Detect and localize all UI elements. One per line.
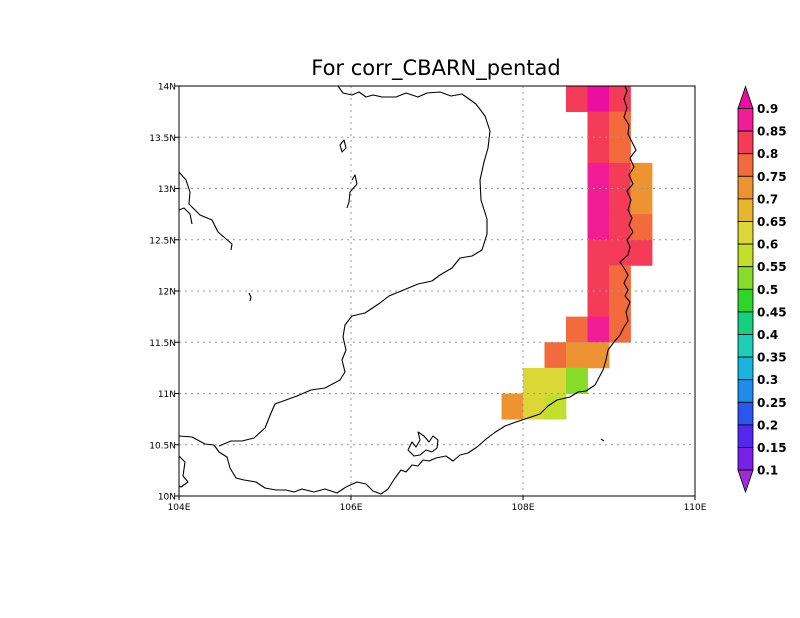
- heatmap-cell: [630, 188, 653, 215]
- heatmap-cell: [544, 393, 567, 420]
- colorbar-bin: [737, 311, 754, 335]
- heatmap-cell: [609, 239, 631, 266]
- heatmap-cell: [566, 367, 588, 394]
- colorbar-bin: [737, 221, 754, 245]
- colorbar-label: 0.9: [757, 102, 778, 116]
- small-island: [248, 292, 252, 302]
- x-tick-label: 108E: [512, 503, 535, 513]
- heatmap-cell: [566, 86, 588, 113]
- heatmap-cell: [587, 111, 610, 138]
- y-tick-label: 10.5N: [149, 441, 176, 451]
- colorbar-label: 0.2: [757, 418, 778, 432]
- colorbar-label: 0.55: [757, 260, 787, 274]
- heatmap-cell: [609, 188, 631, 215]
- heatmap-cell: [630, 162, 653, 189]
- colorbar-label: 0.6: [757, 238, 778, 252]
- y-tick-label: 12.5N: [149, 236, 176, 246]
- heatmap-cell: [587, 239, 610, 266]
- coastline: [179, 86, 637, 495]
- colorbar-bin: [737, 424, 754, 448]
- inland-river: [346, 174, 358, 209]
- colorbar-bin: [737, 379, 754, 403]
- heatmap-cell: [587, 291, 610, 318]
- heatmap-cell: [544, 367, 567, 394]
- colorbar-label: 0.5: [757, 283, 778, 297]
- heatmap-cell: [630, 214, 653, 241]
- colorbar-label: 0.85: [757, 125, 787, 139]
- heatmap-cell: [609, 137, 631, 164]
- heatmap-cell: [501, 393, 524, 420]
- heatmap-cell: [609, 162, 631, 189]
- colorbar-bin: [737, 266, 754, 290]
- heatmap-cell: [609, 111, 631, 138]
- y-tick-label: 10N: [158, 493, 176, 503]
- colorbar-bin: [737, 356, 754, 381]
- x-tick-label: 110E: [684, 503, 707, 513]
- colorbar-label: 0.75: [757, 170, 787, 184]
- heatmap-cell: [587, 265, 610, 292]
- colorbar-bin: [737, 243, 754, 268]
- heatmap-cell: [609, 214, 631, 241]
- colorbar-label: 0.25: [757, 396, 787, 410]
- colorbar: 0.1 0.15 0.2 0.25 0.3 0.35 0.4 0.45 0.5 0.55 0.6 0.…: [737, 85, 787, 494]
- colorbar-bin: [737, 288, 754, 313]
- y-tick-label: 12N: [158, 288, 176, 298]
- heatmap-cell: [587, 162, 610, 189]
- y-tick-label: 13N: [158, 185, 176, 195]
- coastline-mainland: [218, 86, 491, 447]
- heatmap-cells: [501, 86, 653, 420]
- heatmap-cell: [587, 342, 610, 369]
- delta-islands: [407, 431, 439, 457]
- heatmap-cell: [587, 316, 610, 343]
- heatmap-cell: [587, 137, 610, 164]
- heatmap-cell: [523, 393, 545, 420]
- y-tick-label: 11N: [158, 390, 176, 400]
- colorbar-label: 0.8: [757, 147, 778, 161]
- chart-title: For corr_CBARN_pentad: [311, 56, 561, 81]
- heatmap-cell: [587, 86, 610, 113]
- con-dao-island: [600, 438, 605, 442]
- colorbar-label: 0.3: [757, 373, 778, 387]
- colorbar-bin: [737, 108, 754, 132]
- heatmap-cell: [630, 239, 653, 266]
- colorbar-bin: [737, 175, 754, 200]
- y-tick-label: 13.5N: [149, 134, 176, 144]
- colorbar-label: 0.45: [757, 305, 787, 319]
- colorbar-bin: [737, 401, 754, 426]
- y-tick-label: 14N: [158, 83, 176, 93]
- colorbar-label: 0.15: [757, 441, 787, 455]
- colorbar-bin: [737, 469, 754, 494]
- heatmap-cell: [566, 342, 588, 369]
- heatmap-cell: [587, 214, 610, 241]
- x-tick-label: 106E: [340, 503, 363, 513]
- heatmap-cell: [609, 316, 631, 343]
- heatmap-cell: [523, 367, 545, 394]
- y-tick-label: 11.5N: [149, 339, 176, 349]
- colorbar-bin: [737, 447, 754, 471]
- colorbar-label: 0.35: [757, 351, 787, 365]
- heatmap-cell: [544, 342, 567, 369]
- heatmap-cell: [609, 86, 631, 113]
- colorbar-label: 0.7: [757, 192, 778, 206]
- colorbar-bin: [737, 334, 754, 358]
- colorbar-bin: [737, 130, 754, 155]
- colorbar-label: 0.1: [757, 464, 778, 478]
- coastline-west: [179, 171, 233, 251]
- colorbar-label: 0.65: [757, 215, 787, 229]
- phu-quoc-island: [179, 455, 189, 488]
- colorbar-bin: [737, 85, 754, 109]
- tonle-sap-lake: [339, 139, 347, 153]
- heatmap-cell: [566, 316, 588, 343]
- axes: 104E 106E 108E 110E 10N 10.5N 11N 11.5N 12N 12.5N…: [149, 83, 707, 514]
- heatmap-cell: [609, 291, 631, 318]
- colorbar-bin: [737, 153, 754, 177]
- colorbar-label: 0.4: [757, 328, 778, 342]
- colorbar-bin: [737, 198, 754, 222]
- heatmap-cell: [609, 265, 631, 292]
- coastline-gulf: [179, 86, 637, 495]
- heatmap-cell: [587, 188, 610, 215]
- x-tick-label: 104E: [168, 503, 191, 513]
